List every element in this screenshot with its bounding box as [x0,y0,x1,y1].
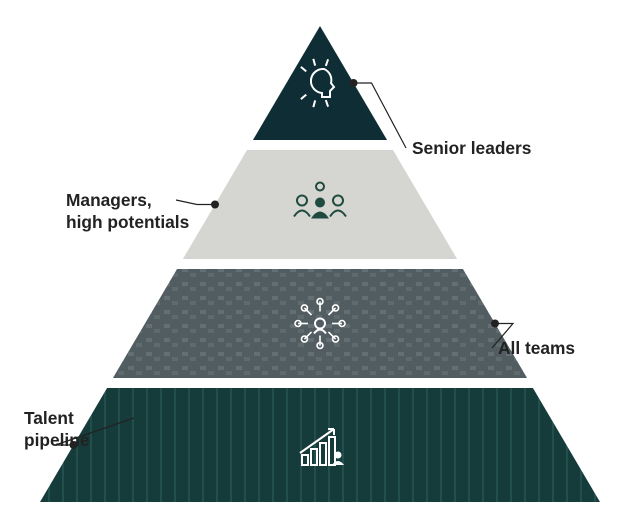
label-all-teams: All teams [498,338,575,360]
label-talent-pipeline: Talent pipeline [24,408,89,451]
label-managers: Managers, high potentials [66,190,189,233]
pyramid-band-all_teams [113,269,527,378]
label-senior-leaders: Senior leaders [412,138,531,160]
pyramid-svg [0,0,640,524]
pyramid-infographic: Senior leaders Managers, high potentials… [0,0,640,524]
